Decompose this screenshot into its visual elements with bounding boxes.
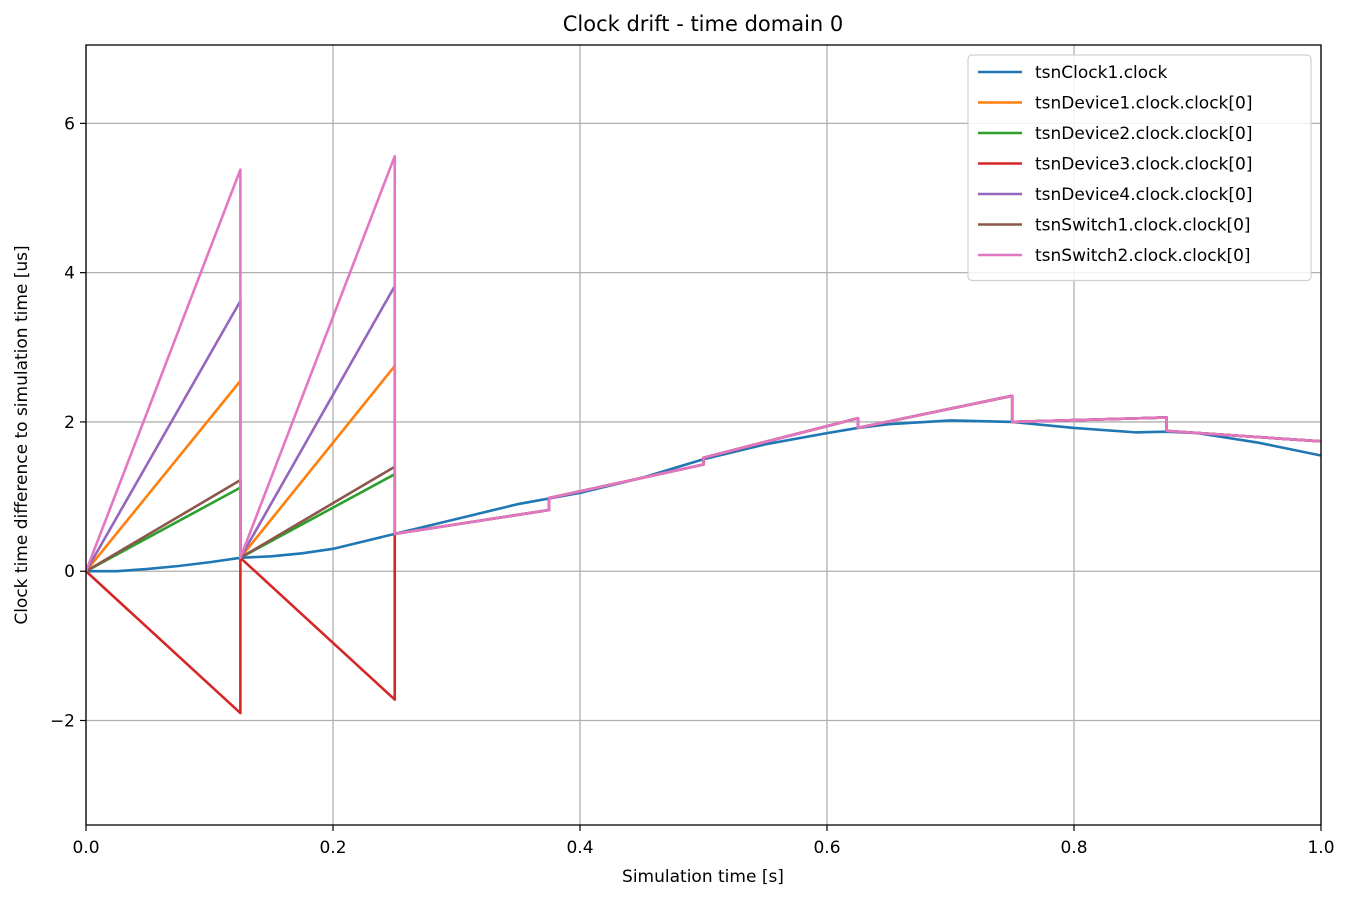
x-tick-label: 1.0 (1307, 838, 1334, 858)
x-tick-label: 0.6 (813, 838, 840, 858)
chart-title: Clock drift - time domain 0 (563, 12, 844, 36)
legend-label: tsnClock1.clock (1035, 63, 1168, 83)
plot-frame (85, 44, 1322, 826)
series-layer (86, 154, 1321, 715)
x-tick-label: 0.0 (72, 838, 99, 858)
legend-label: tsnDevice1.clock.clock[0] (1035, 94, 1252, 114)
y-tick-label: −2 (50, 712, 75, 732)
y-tick-label: 6 (64, 114, 75, 134)
x-tick-label: 0.8 (1060, 838, 1087, 858)
x-tick-label: 0.2 (319, 838, 346, 858)
x-axis-label: Simulation time [s] (622, 867, 784, 887)
x-tick-label: 0.4 (566, 838, 593, 858)
legend-label: tsnSwitch1.clock.clock[0] (1035, 216, 1251, 236)
legend-label: tsnDevice3.clock.clock[0] (1035, 155, 1252, 175)
y-axis-label: Clock time difference to simulation time… (12, 245, 32, 624)
y-tick-label: 2 (64, 413, 75, 433)
legend-label: tsnDevice4.clock.clock[0] (1035, 185, 1252, 205)
y-tick-label: 0 (64, 562, 75, 582)
legend-label: tsnSwitch2.clock.clock[0] (1035, 246, 1251, 266)
legend: tsnClock1.clock tsnDevice1.clock.clock[0]… (967, 54, 1312, 282)
y-tick-label: 4 (64, 264, 75, 284)
legend-label: tsnDevice2.clock.clock[0] (1035, 124, 1252, 144)
series-line-6 (86, 154, 1321, 572)
tick-layer: 0.0 0.2 0.4 0.6 0.8 1.0 −2 0 2 4 6 (50, 114, 1335, 858)
legend-box (967, 54, 1312, 282)
